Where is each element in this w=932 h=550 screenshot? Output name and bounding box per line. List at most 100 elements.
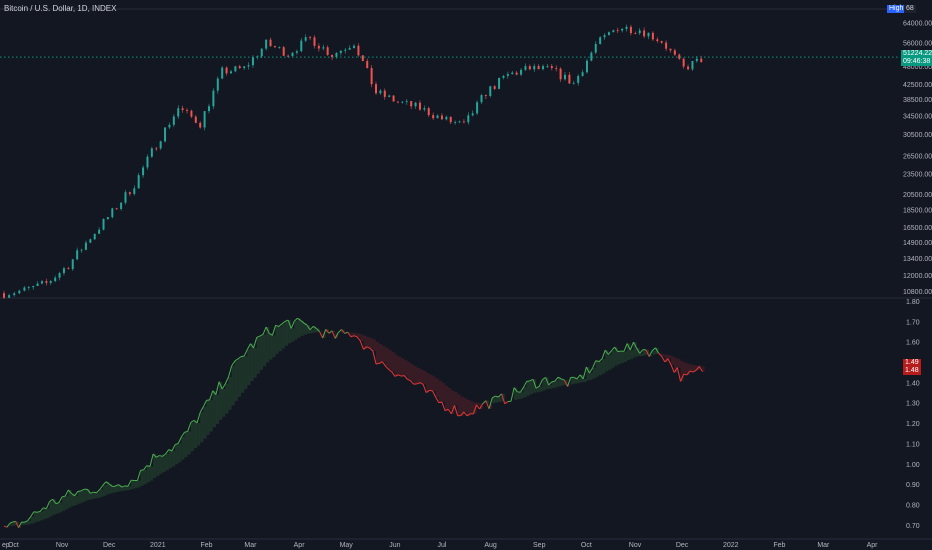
indicator-fill: [664, 354, 668, 362]
indicator-fill: [49, 501, 53, 517]
indicator-segment: [337, 329, 342, 333]
indicator-fill: [366, 336, 370, 347]
candle-body: [647, 32, 650, 37]
indicator-fill: [438, 380, 442, 403]
candle-body: [471, 113, 474, 116]
indicator-segment: [460, 411, 465, 416]
indicator-tick-label: 1.30: [906, 401, 920, 408]
indicator-fill: [485, 400, 490, 404]
indicator-segment: [488, 397, 493, 409]
indicator-segment: [686, 370, 691, 376]
indicator-fill: [77, 491, 81, 504]
indicator-fill: [244, 356, 248, 390]
candle-body: [93, 233, 96, 240]
indicator-segment: [171, 444, 176, 452]
indicator-segment: [482, 400, 487, 405]
indicator-segment: [658, 352, 663, 357]
indicator-segment: [177, 436, 182, 444]
candle-body: [454, 122, 457, 123]
indicator-fill: [667, 355, 672, 359]
indicator-segment: [454, 405, 459, 416]
candle-body: [54, 277, 57, 282]
indicator-fill: [441, 382, 446, 403]
indicator-segment: [118, 484, 123, 488]
indicator-fill: [567, 385, 571, 387]
indicator-segment: [545, 377, 550, 386]
indicator-fill: [90, 493, 94, 500]
indicator-segment: [136, 470, 142, 481]
indicator-segment: [472, 404, 477, 415]
candle-body: [32, 286, 35, 288]
indicator-fill: [394, 354, 398, 377]
candle-body: [80, 249, 83, 251]
indicator-fill: [297, 318, 301, 338]
indicator-fill: [266, 327, 270, 363]
indicator-segment: [140, 469, 144, 471]
candle-body: [102, 219, 105, 230]
indicator-fill: [36, 512, 41, 522]
indicator-fill: [576, 379, 581, 384]
indicator-segment: [359, 340, 364, 350]
time-tick-label: Apr: [294, 542, 306, 549]
candle-body: [287, 55, 290, 57]
candle-body: [695, 58, 698, 62]
indicator-segment: [159, 455, 163, 457]
indicator-segment: [86, 488, 91, 494]
indicator-segment: [215, 381, 220, 395]
indicator-segment: [269, 333, 273, 336]
indicator-fill: [171, 451, 176, 467]
indicator-segment: [504, 401, 509, 405]
indicator-fill: [328, 332, 333, 334]
indicator-fill: [592, 367, 596, 379]
indicator-fill: [115, 486, 119, 493]
indicator-fill: [184, 432, 188, 457]
indicator-fill: [611, 350, 615, 368]
indicator-segment: [425, 389, 430, 393]
indicator-fill: [102, 485, 107, 496]
indicator-segment: [495, 395, 499, 398]
candle-body: [418, 102, 421, 110]
candle-body: [278, 47, 281, 48]
indicator-segment: [429, 389, 433, 392]
indicator-segment: [604, 349, 609, 355]
indicator-fill: [146, 465, 150, 483]
indicator-pane[interactable]: [3, 317, 705, 528]
candle-body: [313, 37, 316, 46]
candle-body: [300, 40, 303, 52]
price-tick-label: 13400.00: [903, 256, 932, 263]
indicator-fill: [388, 349, 392, 370]
indicator-fill: [71, 493, 75, 507]
candle-body: [506, 74, 509, 76]
price-axis[interactable]: 64000.00 56000.00 48000.00 42500.00 38500.00…: [903, 21, 932, 296]
indicator-segment: [6, 522, 11, 528]
indicator-segment: [102, 481, 107, 486]
indicator-fill: [190, 422, 194, 452]
indicator-fill: [281, 323, 285, 349]
candle-body: [260, 48, 263, 57]
indicator-segment: [607, 350, 612, 355]
indicator-fill: [241, 356, 245, 393]
indicator-fill: [259, 336, 263, 370]
indicator-segment: [498, 393, 502, 398]
indicator-fill: [303, 323, 307, 335]
indicator-segment: [105, 481, 110, 485]
indicator-segment: [271, 325, 277, 336]
candle-body: [89, 239, 92, 243]
indicator-fill: [457, 394, 461, 416]
indicator-segment: [673, 367, 678, 373]
indicator-segment: [441, 401, 446, 411]
indicator-fill: [40, 511, 44, 521]
candle-body: [115, 208, 118, 210]
candle-body: [401, 101, 404, 103]
indicator-segment: [510, 387, 515, 402]
indicator-fill: [134, 480, 138, 489]
price-pane[interactable]: [0, 24, 900, 300]
indicator-segment: [303, 322, 308, 326]
indicator-segment: [551, 380, 556, 383]
indicator-segment: [212, 390, 217, 395]
time-tick-label: May: [340, 542, 354, 549]
indicator-segment: [432, 390, 437, 398]
indicator-fill: [52, 499, 56, 515]
indicator-segment: [350, 335, 355, 338]
